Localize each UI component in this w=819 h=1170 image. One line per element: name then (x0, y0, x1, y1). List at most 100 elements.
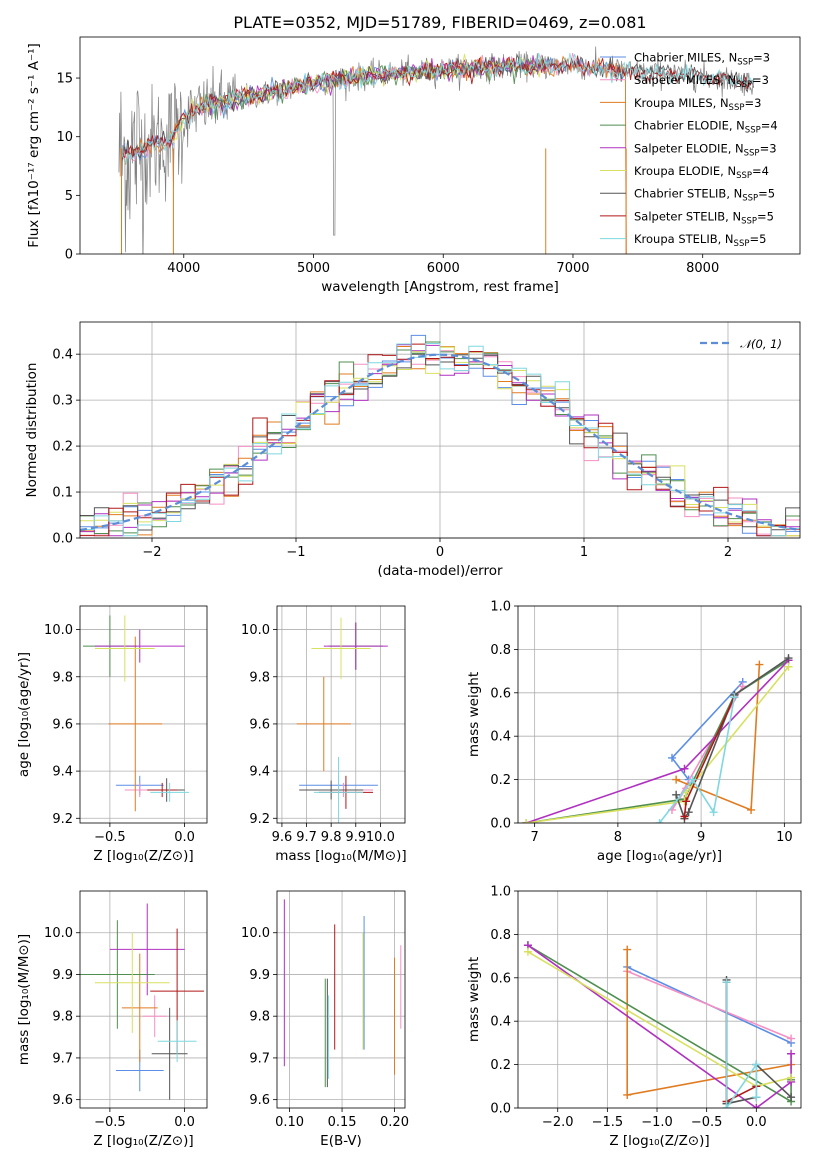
mass_Z-ytick-label-3: 9.9 (52, 968, 73, 983)
spectrum-ytick-label-3: 15 (56, 72, 73, 87)
age_mass-ytick-label-0: 9.2 (249, 812, 270, 827)
residuals-ytick-label-2: 0.2 (52, 440, 73, 455)
residuals-plot-area (80, 334, 800, 537)
age_Z-ytick-label-3: 9.8 (52, 670, 73, 685)
residuals-ytick-label-1: 0.1 (52, 486, 73, 501)
spectrum-xlabel: wavelength [Angstrom, rest frame] (321, 279, 559, 295)
weight_Z-marker-salp_elodie-1 (752, 1104, 761, 1108)
legend-entry-salp_elodie: Salpeter ELODIE, NSSP=3 (634, 141, 777, 158)
age_mass-point-krou_stelib (313, 756, 364, 823)
weight_Z-marker-krou_stelib-3 (752, 1093, 761, 1102)
legend-sub-krou_elodie: SSP (736, 171, 752, 181)
weight_Z-marker-salp_miles-1 (787, 1034, 796, 1043)
residuals-ylabel: Normed distribution (24, 363, 40, 498)
mass_Z-ytick-label-2: 9.8 (52, 1010, 73, 1025)
mass_ebv-xtick-label-1: 0.15 (328, 1115, 357, 1130)
weight_Z-ytick-label-1: 0.2 (490, 1058, 511, 1073)
legend-text-krou_miles: Kroupa MILES, N (634, 96, 729, 110)
weight_age-frame (517, 605, 802, 824)
age_mass-point-chab_stelib (299, 780, 364, 800)
legend-tail-chab_stelib: =5 (758, 187, 775, 201)
mass_Z-point-chab_elodie (80, 920, 155, 1029)
age_Z-xtick-label-1: 0.0 (174, 830, 195, 845)
age_mass-xtick-label-0: 9.6 (272, 830, 293, 845)
legend-entry-chab_stelib: Chabrier STELIB, NSSP=5 (634, 187, 775, 204)
weight_Z-ytick-label-0: 0.0 (490, 1102, 511, 1117)
legend-sub-salp_elodie: SSP (744, 148, 760, 158)
legend-entry-krou_elodie: Kroupa ELODIE, NSSP=4 (634, 164, 769, 181)
legend-entry-krou_stelib: Kroupa STELIB, NSSP=5 (634, 232, 766, 249)
legend-sub-krou_miles: SSP (729, 103, 745, 113)
mass_Z-ytick-label-0: 9.6 (52, 1093, 73, 1108)
legend-text-salp_miles: Salpeter MILES, N (634, 73, 736, 87)
weight_age-marker-krou_elodie-0 (522, 819, 531, 823)
residuals-xtick-label-2: 0 (436, 545, 444, 560)
residuals-xlabel: (data-model)/error (377, 563, 503, 579)
mass_Z-point-salp_miles (142, 995, 167, 1038)
mass_Z-point-krou_elodie (94, 932, 170, 1033)
weight_Z-marker-krou_stelib-1 (722, 1104, 731, 1108)
weight_Z-xtick-label-2: −1.0 (641, 1115, 673, 1130)
age_Z-axes: −0.5 0.0 9.2 9.4 9.6 9.8 10.0 Z [log₁₀(Z/Z⊙)] ag… (16, 606, 207, 864)
legend-text-krou_stelib: Kroupa STELIB, N (634, 232, 734, 246)
legend-text-chab_miles: Chabrier MILES, N (634, 51, 737, 65)
mass_ebv-ytick-label-3: 9.9 (249, 968, 270, 983)
residuals-hist-krou_stelib (80, 343, 800, 537)
mass_Z-plot-area (80, 903, 205, 1100)
weight_Z-xlabel: Z [log₁₀(Z/Z⊙)] (609, 1133, 709, 1149)
age_mass-frame (276, 605, 406, 824)
legend-sub-chab_miles: SSP (737, 58, 753, 68)
weight_Z-xtick-label-4: 0.0 (746, 1115, 767, 1130)
spectrum-axes: 4000 5000 6000 7000 8000 0 5 10 15 wavelength [An… (26, 43, 719, 295)
mass_Z-frame (79, 890, 208, 1109)
weight_age-xlabel: age [log₁₀(age/yr)] (597, 848, 722, 864)
age_mass-xtick-label-4: 10.0 (366, 830, 395, 845)
legend-tail-krou_stelib: =5 (749, 232, 766, 246)
mass_ebv-xtick-label-0: 0.10 (275, 1115, 304, 1130)
spectrum-xtick-label-4: 8000 (686, 261, 719, 276)
age_mass-xtick-label-3: 9.9 (345, 830, 366, 845)
residuals-xtick-label-1: −1 (286, 545, 305, 560)
legend-text-salp_elodie: Salpeter ELODIE, N (634, 141, 744, 155)
spectrum-xtick-label-1: 5000 (297, 261, 330, 276)
residuals-xtick-label-0: −2 (142, 545, 161, 560)
mass_ebv-ytick-label-0: 9.6 (249, 1093, 270, 1108)
age_mass-ytick-label-4: 10.0 (241, 623, 270, 638)
mass_Z-point-krou_stelib (157, 1020, 197, 1063)
legend-sub-chab_elodie: SSP (745, 126, 761, 136)
age_Z-ytick-label-2: 9.6 (52, 717, 73, 732)
spectrum-frame (79, 36, 801, 255)
mass_Z-point-salp_elodie (109, 903, 185, 996)
spectrum-ytick-label-1: 5 (65, 189, 73, 204)
weight_Z-marker-krou_stelib-2 (752, 1060, 761, 1069)
age_mass-xtick-label-2: 9.8 (321, 830, 342, 845)
weight_age-marker-chab_miles-1 (667, 753, 676, 762)
weight_age-ytick-label-0: 0.0 (490, 817, 511, 832)
weight_age-marker-salp_stelib-1 (682, 797, 691, 806)
age_Z-ytick-label-0: 9.2 (52, 812, 73, 827)
mass_ebv-ytick-label-4: 10.0 (241, 926, 270, 941)
mass_Z-xlabel: Z [log₁₀(Z/Z⊙)] (93, 1133, 193, 1149)
spectrum-plot-area (118, 46, 755, 254)
legend-sub-krou_stelib: SSP (734, 239, 750, 249)
weight_Z-axes: −2.0 −1.5 −1.0 −0.5 0.0 0.0 0.2 0.4 0.6 0.8 1.0 Z [… (466, 885, 801, 1149)
mass_Z-axes: −0.5 0.0 9.6 9.7 9.8 9.9 10.0 Z [log₁₀(Z/Z⊙)] ma… (16, 891, 207, 1149)
age_Z-xlabel: Z [log₁₀(Z/Z⊙)] (93, 848, 193, 864)
age_mass-xtick-label-1: 9.7 (296, 830, 317, 845)
age_Z-point-krou_miles (108, 636, 163, 812)
weight_Z-xtick-label-3: −0.5 (691, 1115, 723, 1130)
weight_age-marker-chab_stelib-4 (784, 654, 793, 663)
figure-title: PLATE=0352, MJD=51789, FIBERID=0469, z=0… (233, 13, 646, 32)
spectrum-ylabel: Flux [fλ10⁻¹⁷ erg cm⁻² s⁻¹ A⁻¹] (26, 43, 42, 248)
age_mass-point-krou_elodie (311, 617, 371, 680)
age_mass-xlabel: mass [log₁₀(M/M⊙)] (275, 848, 406, 864)
spectrum-ytick-label-2: 10 (56, 130, 73, 145)
age_Z-point-salp_stelib (147, 782, 178, 798)
weight_Z-marker-krou_miles-1 (623, 1090, 632, 1099)
legend-sub-salp_stelib: SSP (741, 216, 757, 226)
residuals-hist-krou_elodie (80, 346, 800, 537)
mass_ebv-ytick-label-2: 9.8 (249, 1010, 270, 1025)
weight_age-ytick-label-3: 0.6 (490, 686, 511, 701)
age_Z-ytick-label-1: 9.4 (52, 765, 73, 780)
